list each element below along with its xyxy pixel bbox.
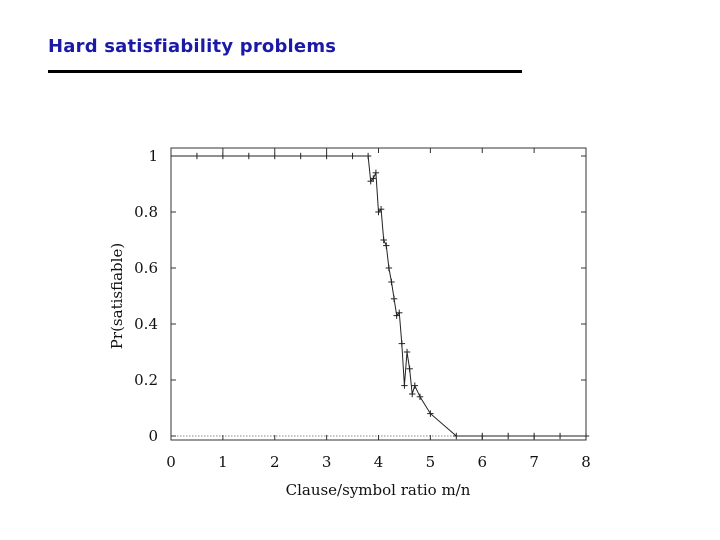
x-tick-label: 5	[426, 453, 436, 471]
y-tick-label: 0	[148, 427, 158, 445]
data-point	[383, 242, 390, 249]
data-point	[271, 152, 278, 160]
data-point	[297, 152, 304, 160]
x-tick-label: 8	[581, 453, 591, 471]
data-point	[245, 152, 253, 160]
x-tick-label: 7	[529, 453, 539, 471]
data-point	[453, 432, 460, 440]
data-point	[479, 432, 486, 440]
data-point	[372, 169, 380, 176]
x-tick-label: 3	[322, 453, 332, 471]
data-point	[403, 348, 411, 356]
x-tick-label: 1	[218, 453, 228, 471]
y-tick-label: 0.4	[134, 315, 158, 333]
data-point	[427, 410, 434, 417]
axis-ticks	[170, 148, 587, 440]
plot-frame	[170, 147, 587, 441]
data-point	[504, 432, 512, 440]
data-point	[556, 432, 564, 440]
data-point	[416, 393, 424, 400]
data-point	[390, 295, 398, 302]
y-tick-label: 0.8	[134, 203, 158, 221]
data-point	[409, 390, 416, 398]
slide-title: Hard satisfiability problems	[48, 36, 337, 57]
data-point	[385, 264, 393, 272]
data-point	[398, 340, 406, 347]
y-tick-label: 0.6	[134, 259, 158, 277]
series-line	[171, 155, 586, 437]
y-axis-label: Pr(satisfiable)	[108, 243, 126, 349]
data-point	[530, 432, 538, 440]
data-point	[396, 309, 403, 316]
data-point	[193, 152, 201, 160]
x-axis-label: Clause/symbol ratio m/n	[286, 481, 471, 499]
data-point	[380, 236, 387, 244]
title-underline	[48, 70, 522, 73]
data-point	[582, 432, 590, 440]
data-point	[364, 152, 372, 160]
series-markers	[193, 152, 590, 440]
data-point	[219, 152, 227, 160]
data-point	[377, 206, 385, 213]
data-point	[401, 382, 408, 389]
x-tick-labels: 0 1 2 3 4 5 6 7 8	[166, 453, 591, 471]
y-tick-label: 0.2	[134, 371, 158, 389]
x-tick-label: 2	[270, 453, 280, 471]
x-tick-label: 4	[374, 453, 384, 471]
data-point	[388, 278, 395, 286]
data-point	[411, 382, 419, 389]
x-tick-label: 6	[477, 453, 487, 471]
y-tick-label: 1	[148, 147, 158, 165]
x-tick-label: 0	[166, 453, 176, 471]
data-point	[349, 152, 356, 160]
data-point	[370, 175, 377, 182]
y-tick-labels: 0 0.2 0.4 0.6 0.8 1	[134, 147, 158, 445]
data-point	[406, 365, 413, 372]
data-point	[323, 152, 330, 160]
